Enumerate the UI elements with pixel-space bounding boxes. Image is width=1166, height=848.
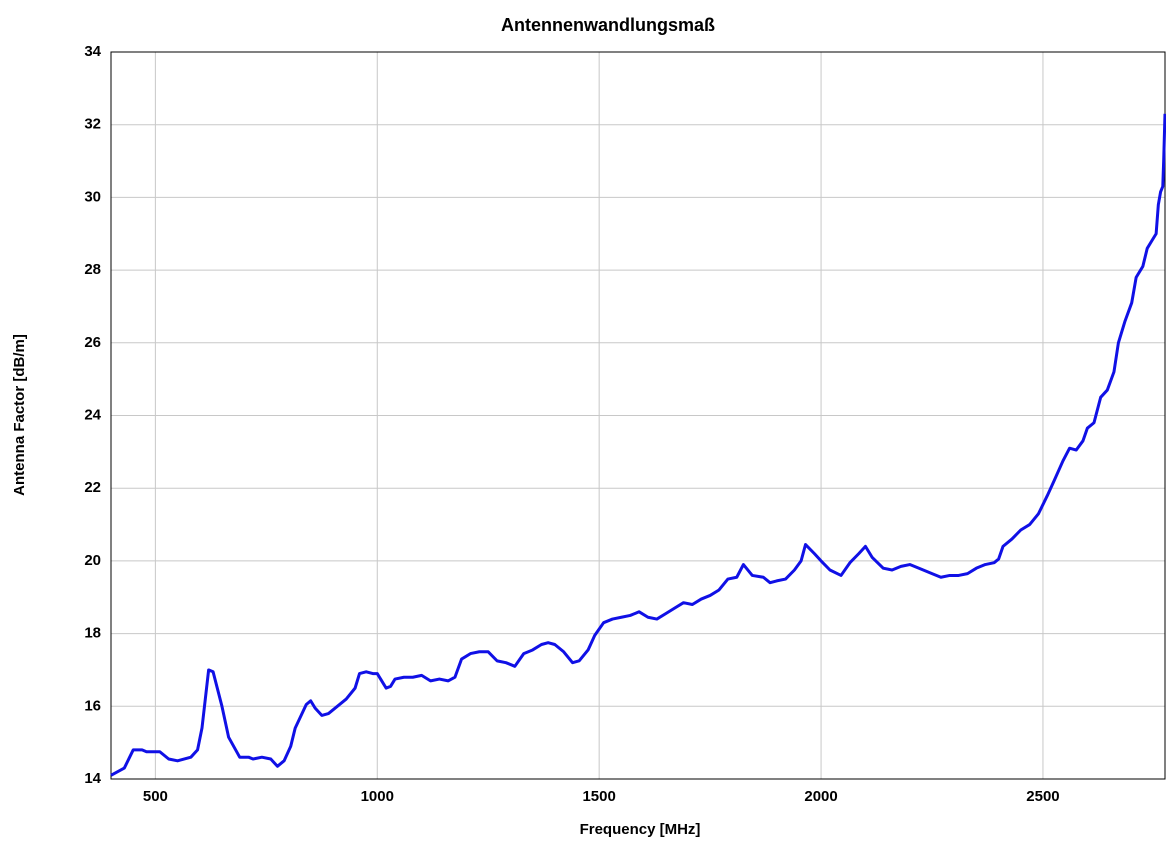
x-axis-label: Frequency [MHz] xyxy=(580,821,701,838)
data-line xyxy=(110,113,1166,777)
y-tick-label: 24 xyxy=(84,406,101,423)
y-tick-label: 26 xyxy=(84,334,101,351)
y-tick-label: 20 xyxy=(84,552,101,569)
x-tick-label: 2500 xyxy=(1026,788,1059,805)
x-tick-label: 1000 xyxy=(361,788,394,805)
plot-frame xyxy=(110,51,1166,780)
chart-title: Antennenwandlungsmaß xyxy=(501,15,715,35)
y-tick-label: 32 xyxy=(84,116,101,133)
y-tick-label: 22 xyxy=(84,479,101,496)
x-tick-label: 500 xyxy=(143,788,168,805)
y-tick-label: 30 xyxy=(84,188,101,205)
y-tick-label: 18 xyxy=(84,625,101,642)
y-axis-label: Antenna Factor [dB/m] xyxy=(11,334,28,496)
y-tick-label: 34 xyxy=(84,43,101,60)
x-tick-label: 2000 xyxy=(804,788,837,805)
y-tick-label: 14 xyxy=(84,770,101,787)
y-tick-label: 16 xyxy=(84,697,101,714)
x-tick-label: 1500 xyxy=(582,788,615,805)
y-tick-label: 28 xyxy=(84,261,101,278)
